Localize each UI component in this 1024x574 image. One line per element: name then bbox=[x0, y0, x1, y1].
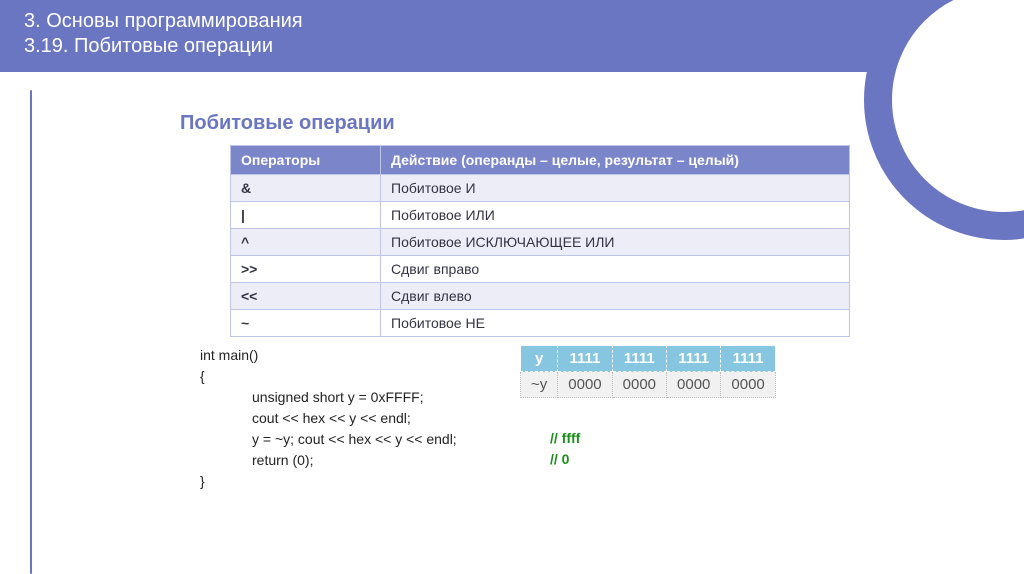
op-desc: Побитовое ИЛИ bbox=[381, 202, 850, 229]
table-row: &Побитовое И bbox=[231, 175, 850, 202]
bits-cell: 0000 bbox=[667, 372, 721, 398]
section-title: Побитовые операции bbox=[180, 112, 940, 135]
op-symbol: ^ bbox=[231, 229, 381, 256]
code-line: { bbox=[200, 366, 540, 387]
table-row: <<Сдвиг влево bbox=[231, 283, 850, 310]
header-line-1: 3. Основы программирования bbox=[24, 10, 1000, 33]
bits-cell: 1111 bbox=[612, 346, 666, 372]
table-row: ~Побитовое НЕ bbox=[231, 310, 850, 337]
bits-cell: 1111 bbox=[721, 346, 775, 372]
header-line-2: 3.19. Побитовые операции bbox=[24, 35, 1000, 58]
code-block: int main() { unsigned short y = 0xFFFF; … bbox=[200, 345, 540, 492]
op-desc: Сдвиг влево bbox=[381, 283, 850, 310]
lower-content: int main() { unsigned short y = 0xFFFF; … bbox=[200, 345, 940, 492]
op-symbol: | bbox=[231, 202, 381, 229]
op-symbol: >> bbox=[231, 256, 381, 283]
table-row: ^Побитовое ИСКЛЮЧАЮЩЕЕ ИЛИ bbox=[231, 229, 850, 256]
code-line: int main() bbox=[200, 345, 540, 366]
op-symbol: ~ bbox=[231, 310, 381, 337]
bits-cell: 0000 bbox=[721, 372, 775, 398]
op-desc: Побитовое И bbox=[381, 175, 850, 202]
decorative-vertical-line bbox=[30, 90, 32, 574]
op-symbol: & bbox=[231, 175, 381, 202]
code-comments: // ffff // 0 bbox=[550, 428, 776, 470]
bits-cell: 1111 bbox=[667, 346, 721, 372]
bits-table: y 1111 1111 1111 1111 ~y 0000 0000 0000 … bbox=[520, 345, 776, 398]
code-line: unsigned short y = 0xFFFF; bbox=[200, 387, 540, 408]
bits-cell: 0000 bbox=[612, 372, 666, 398]
op-desc: Сдвиг вправо bbox=[381, 256, 850, 283]
op-symbol: << bbox=[231, 283, 381, 310]
operators-table: Операторы Действие (операнды – целые, ре… bbox=[230, 145, 850, 337]
bits-row-label: ~y bbox=[521, 372, 558, 398]
slide-content: Побитовые операции Операторы Действие (о… bbox=[180, 112, 940, 492]
bits-and-comments: y 1111 1111 1111 1111 ~y 0000 0000 0000 … bbox=[540, 345, 776, 492]
table-row: >>Сдвиг вправо bbox=[231, 256, 850, 283]
code-line: y = ~y; cout << hex << y << endl; bbox=[200, 429, 540, 450]
bits-head-label: y bbox=[521, 346, 558, 372]
bits-cell: 1111 bbox=[558, 346, 612, 372]
comment-line: // 0 bbox=[550, 449, 776, 470]
code-line: cout << hex << y << endl; bbox=[200, 408, 540, 429]
ops-head-action: Действие (операнды – целые, результат – … bbox=[381, 146, 850, 175]
ops-head-operators: Операторы bbox=[231, 146, 381, 175]
bits-cell: 0000 bbox=[558, 372, 612, 398]
op-desc: Побитовое НЕ bbox=[381, 310, 850, 337]
comment-line: // ffff bbox=[550, 428, 776, 449]
table-row: |Побитовое ИЛИ bbox=[231, 202, 850, 229]
code-line: } bbox=[200, 471, 540, 492]
code-line: return (0); bbox=[200, 450, 540, 471]
op-desc: Побитовое ИСКЛЮЧАЮЩЕЕ ИЛИ bbox=[381, 229, 850, 256]
